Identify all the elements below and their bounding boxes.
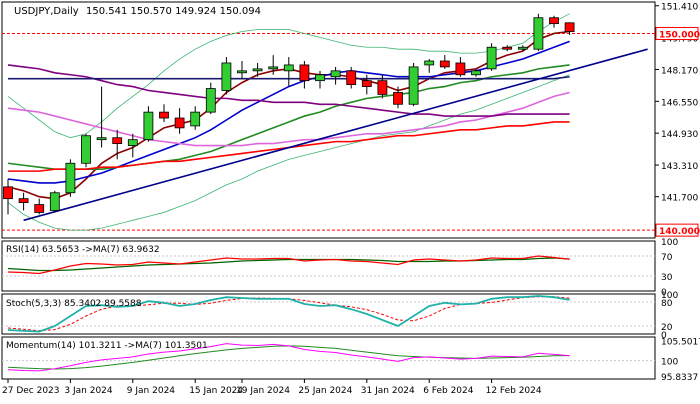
panel-frame — [1, 293, 656, 335]
bollinger-lower-line — [7, 74, 570, 231]
rsi-tick-label: 70 — [661, 253, 673, 263]
x-tick-label: 6 Feb 2024 — [423, 386, 474, 396]
y-tick-label: 151.410 — [661, 3, 698, 13]
candle-body — [377, 80, 388, 95]
candle-body — [439, 60, 450, 68]
momentum-tick-label: 100 — [661, 358, 678, 368]
x-tick-label: 9 Jan 2024 — [127, 386, 175, 396]
moving-average-line — [7, 64, 570, 117]
ohlc-label: 150.541 150.570 149.924 150.094 — [86, 6, 261, 17]
candle-body — [455, 62, 466, 76]
rsi-tick-label: 100 — [661, 238, 678, 248]
y-tick-label: 143.310 — [661, 162, 698, 172]
price-level-badge — [655, 223, 699, 237]
candle-body — [486, 46, 497, 70]
stoch-tick-label: 100 — [661, 291, 678, 301]
panel-frame — [1, 1, 656, 239]
candle-body — [424, 60, 435, 66]
rsi-tick-label: 30 — [661, 273, 673, 283]
x-tick-label: 19 Jan 2024 — [236, 386, 290, 396]
candle-body — [330, 70, 341, 78]
candle-body — [174, 117, 185, 129]
x-tick-label: 15 Jan 2024 — [189, 386, 243, 396]
candle-body — [533, 17, 544, 50]
candle-body — [283, 64, 294, 72]
candle-body — [159, 111, 169, 119]
candle-body — [81, 135, 91, 164]
stoch-tick-label: 20 — [661, 323, 673, 333]
candle-body — [299, 64, 310, 82]
candle-body — [346, 70, 357, 86]
candle-body — [96, 137, 107, 141]
candle-body — [502, 46, 513, 50]
x-tick-label: 25 Jan 2024 — [298, 386, 352, 396]
y-tick-label: 146.550 — [661, 98, 698, 108]
candle-body — [127, 139, 138, 146]
moving-average-line — [7, 64, 570, 170]
momentum-label: Momentum(14) 101.3211 ->MA(7) 101.3501 — [6, 341, 208, 351]
candle-body — [112, 137, 123, 144]
candle-body — [49, 192, 60, 211]
rsi-line — [7, 255, 570, 275]
y-tick-label: 144.930 — [661, 130, 698, 140]
price-level-badge — [655, 26, 699, 40]
candle-body — [252, 68, 263, 72]
momentum-tick-label: 105.5017 — [661, 337, 700, 347]
x-tick-label: 12 Feb 2024 — [486, 386, 542, 396]
momentum-tick-label: 95.8337 — [661, 373, 698, 383]
x-tick-label: 31 Jan 2024 — [361, 386, 415, 396]
candle-body — [18, 198, 29, 204]
candle-body — [143, 111, 154, 141]
candle-body — [205, 88, 216, 113]
candle-body — [268, 66, 279, 70]
rsi-tick-label: 0 — [661, 288, 667, 298]
rsi-label: RSI(14) 63.5653 ->MA(7) 63.9632 — [6, 245, 160, 255]
price-level-label: 150.000 — [659, 30, 700, 40]
candle-body — [549, 17, 559, 25]
panel-frame — [1, 240, 656, 292]
x-tick-label: 3 Jan 2024 — [64, 386, 112, 396]
candle-body — [190, 111, 201, 127]
stoch-label: Stoch(5,3,3) 85.3402 89.5588 — [6, 299, 142, 309]
candle-body — [517, 46, 528, 50]
candle-body — [564, 22, 575, 33]
candle-body — [408, 66, 419, 105]
price-level-label: 140.000 — [659, 227, 700, 237]
stoch-k-line — [7, 295, 570, 333]
candle-body — [34, 204, 45, 213]
candle-body — [65, 162, 76, 194]
candle-body — [393, 92, 403, 105]
candle-body — [237, 70, 247, 74]
symbol-label: USDJPY,Daily — [14, 6, 79, 17]
candle-body — [471, 70, 481, 76]
momentum-line — [7, 343, 570, 372]
trendline — [23, 48, 648, 222]
candle-body — [221, 62, 232, 91]
y-tick-label: 141.700 — [661, 194, 698, 204]
candle-body — [361, 80, 372, 87]
candle-body — [315, 74, 325, 82]
candle-body — [3, 186, 13, 200]
stoch-tick-label: 0 — [661, 331, 667, 341]
y-tick-label: 148.170 — [661, 66, 698, 76]
x-tick-label: 27 Dec 2023 — [2, 386, 60, 396]
panel-frame — [1, 336, 656, 380]
stoch-tick-label: 80 — [661, 299, 673, 309]
